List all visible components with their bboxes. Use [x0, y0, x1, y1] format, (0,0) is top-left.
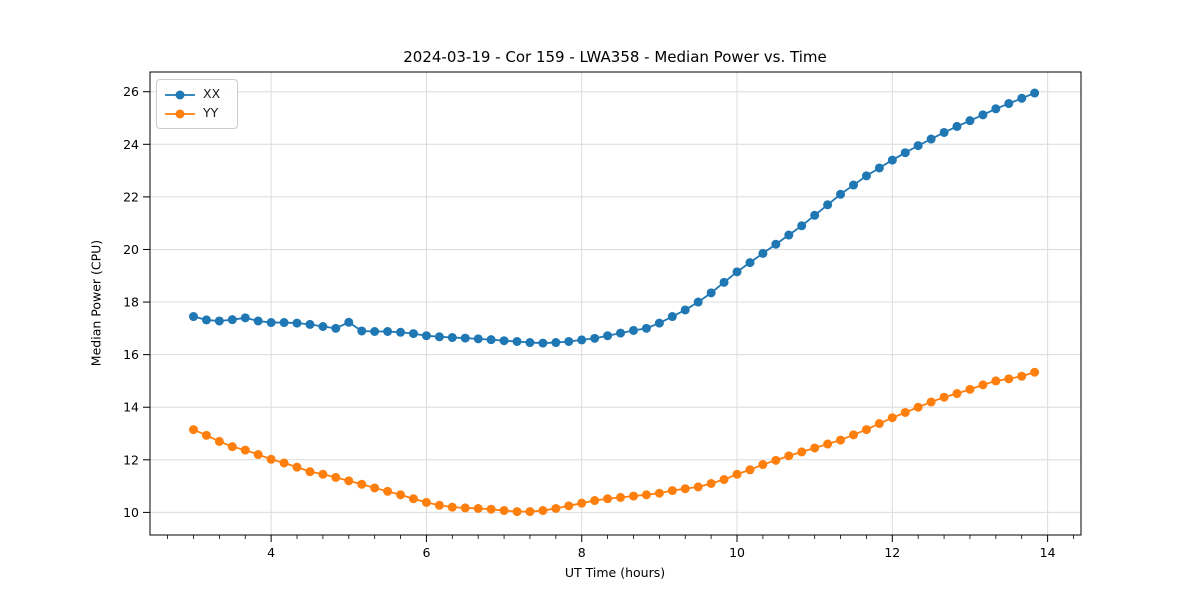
svg-text:14: 14 — [1040, 545, 1056, 560]
svg-text:10: 10 — [729, 545, 745, 560]
legend-label-xx: XX — [203, 86, 221, 102]
svg-text:12: 12 — [123, 452, 139, 467]
svg-text:24: 24 — [123, 137, 139, 152]
y-axis-label: Median Power (CPU) — [88, 239, 104, 367]
svg-text:20: 20 — [123, 242, 139, 257]
yy-line-marker-icon — [165, 109, 195, 118]
svg-text:14: 14 — [123, 400, 139, 415]
svg-text:18: 18 — [123, 295, 139, 310]
legend-label-yy: YY — [203, 105, 219, 121]
svg-text:4: 4 — [267, 545, 275, 560]
x-axis-label: UT Time (hours) — [564, 565, 666, 580]
legend-item-yy: YY — [164, 104, 229, 123]
svg-text:16: 16 — [123, 347, 139, 362]
svg-text:6: 6 — [422, 545, 430, 560]
svg-text:26: 26 — [123, 84, 139, 99]
svg-text:12: 12 — [884, 545, 900, 560]
svg-text:8: 8 — [578, 545, 586, 560]
legend: XX YY — [156, 79, 238, 129]
legend-item-xx: XX — [164, 85, 229, 104]
svg-text:22: 22 — [123, 189, 139, 204]
chart-title: 2024-03-19 - Cor 159 - LWA358 - Median P… — [403, 48, 827, 66]
xx-line-marker-icon — [165, 90, 195, 99]
svg-text:10: 10 — [123, 505, 139, 520]
